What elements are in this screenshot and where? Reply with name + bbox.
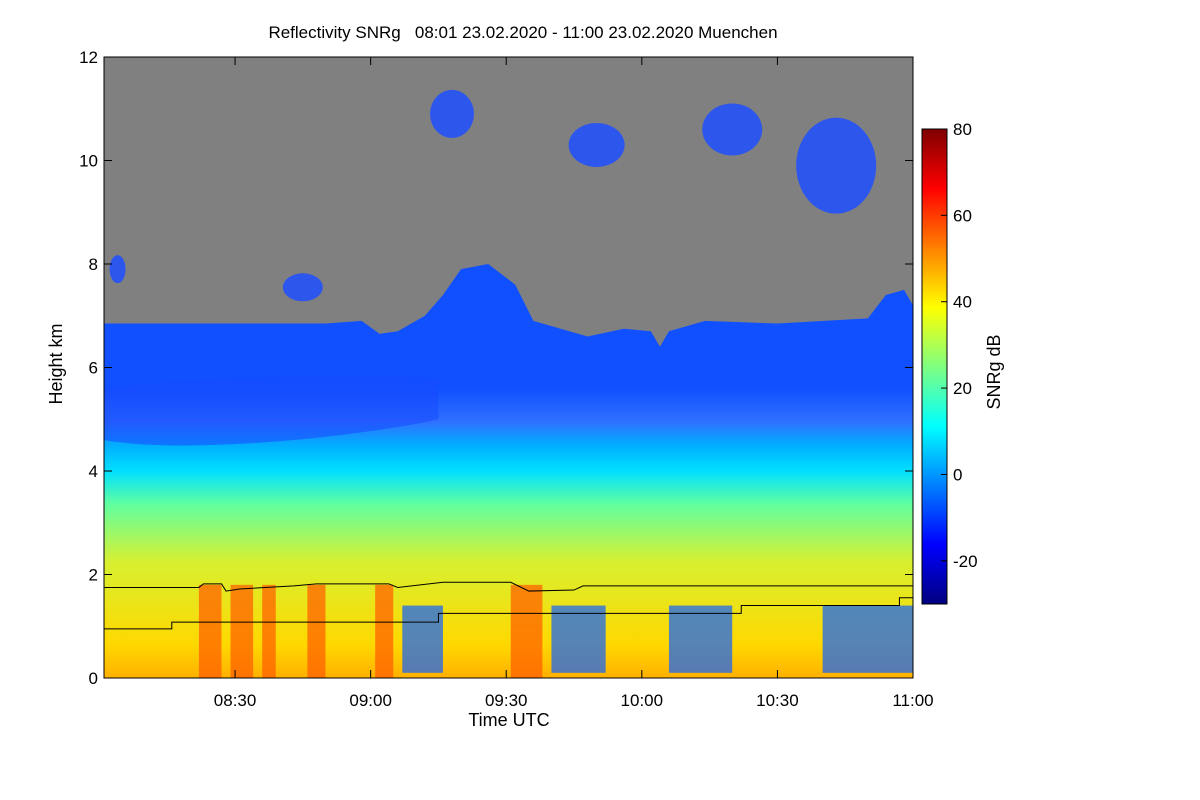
weak-low-echo (822, 605, 913, 673)
mixing-layer-line-2 (104, 597, 913, 630)
y-axis: 0 2 4 6 8 10 12 (79, 48, 913, 688)
colorbar-tick-label: 80 (953, 120, 972, 139)
weak-low-echo (668, 605, 733, 673)
x-tick-label: 10:00 (621, 691, 664, 710)
mixing-layer-line-1 (104, 581, 913, 592)
x-tick-label: 09:00 (349, 691, 392, 710)
precipitation-shaft (262, 584, 276, 678)
precipitation-shaft (198, 584, 222, 678)
x-tick-label: 09:30 (485, 691, 528, 710)
cirrus-patch (568, 122, 625, 167)
cirrus-patch (702, 103, 763, 156)
y-tick-label: 6 (89, 359, 98, 378)
precipitation-shaft (307, 584, 326, 678)
precipitation-shaft (375, 584, 394, 678)
y-tick-label: 2 (89, 566, 98, 585)
x-axis: 08:30 09:00 09:30 10:00 10:30 11:00 (214, 57, 934, 710)
weak-low-echo (402, 605, 443, 673)
y-tick-label: 0 (89, 669, 98, 688)
x-tick-label: 10:30 (756, 691, 799, 710)
x-tick-label: 08:30 (214, 691, 257, 710)
chart-title: Reflectivity SNRg 08:01 23.02.2020 - 11:… (268, 23, 777, 42)
y-tick-label: 4 (89, 462, 98, 481)
precipitation-shaft (510, 584, 543, 678)
weak-low-echo (551, 605, 606, 673)
cirrus-patch (282, 273, 323, 302)
y-tick-label: 8 (89, 255, 98, 274)
precipitation-shaft (230, 584, 254, 678)
colorbar: -20 0 20 40 60 80 (921, 120, 978, 605)
mid-level-weak-layer (104, 375, 439, 446)
y-tick-label: 12 (79, 48, 98, 67)
colorbar-label: SNRg dB (984, 334, 1004, 409)
colorbar-tick-label: 60 (953, 206, 972, 225)
colorbar-tick-label: 0 (953, 465, 962, 484)
colorbar-tick-label: -20 (953, 552, 978, 571)
heatmap-plot-area (103, 56, 914, 679)
y-axis-label: Height km (46, 323, 66, 404)
colorbar-tick-label: 40 (953, 293, 972, 312)
cirrus-patch (796, 117, 877, 214)
x-tick-label: 11:00 (892, 691, 933, 710)
cirrus-patch (109, 255, 126, 284)
cirrus-patch (430, 89, 475, 138)
colorbar-gradient (921, 128, 948, 605)
x-axis-label: Time UTC (468, 710, 549, 730)
colorbar-tick-label: 20 (953, 379, 972, 398)
echo-region (104, 264, 913, 678)
y-tick-label: 10 (79, 152, 98, 171)
